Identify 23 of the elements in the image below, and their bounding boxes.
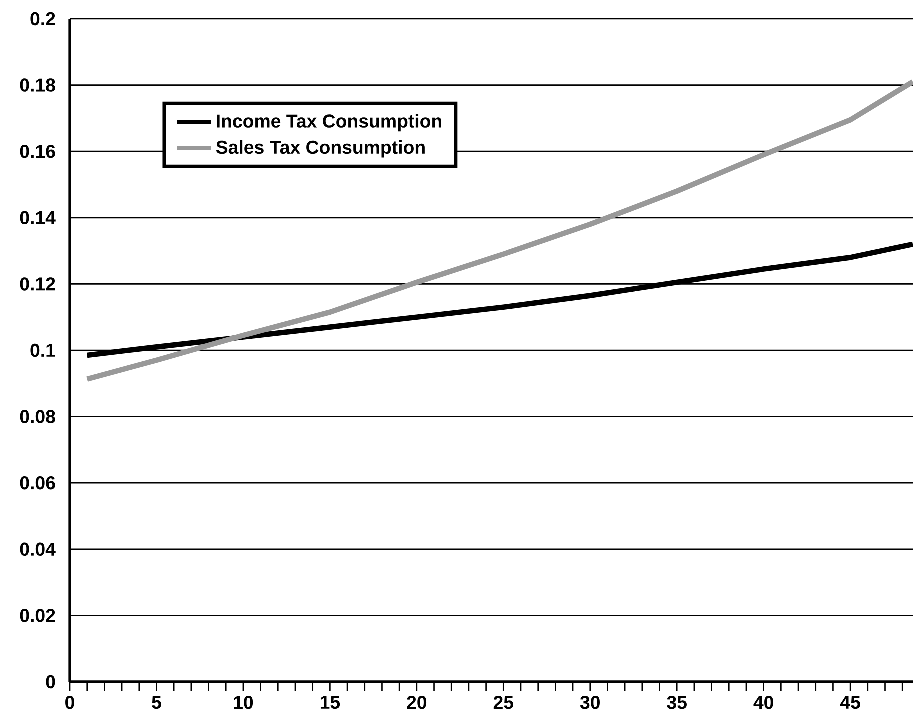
y-tick-label: 0.14 xyxy=(20,211,56,225)
x-tick-label: 10 xyxy=(234,696,254,710)
y-tick-label: 0.08 xyxy=(20,410,56,424)
x-tick-label: 30 xyxy=(580,696,600,710)
y-tick-label: 0.06 xyxy=(20,476,56,490)
legend-label: Income Tax Consumption xyxy=(217,114,442,132)
x-tick-label: 40 xyxy=(754,696,774,710)
y-tick-label: 0.04 xyxy=(20,542,56,556)
y-tick-label: 0.2 xyxy=(30,12,56,26)
y-tick-label: 0.16 xyxy=(20,144,56,158)
y-tick-label: 0.02 xyxy=(20,609,56,622)
legend-label: Sales Tax Consumption xyxy=(216,140,425,158)
y-tick-label: 0.1 xyxy=(30,344,56,358)
x-tick-label: 45 xyxy=(840,696,860,710)
x-tick-label: 15 xyxy=(320,696,340,710)
y-tick-label: 0.12 xyxy=(20,278,56,291)
x-tick-label: 20 xyxy=(407,696,427,710)
x-tick-label: 25 xyxy=(494,696,514,710)
y-tick-label: 0.18 xyxy=(20,78,56,92)
x-tick-label: 5 xyxy=(152,696,162,710)
x-tick-label: 35 xyxy=(667,696,687,710)
x-tick-label: 0 xyxy=(66,696,74,710)
y-tick-label: 0 xyxy=(46,675,56,689)
